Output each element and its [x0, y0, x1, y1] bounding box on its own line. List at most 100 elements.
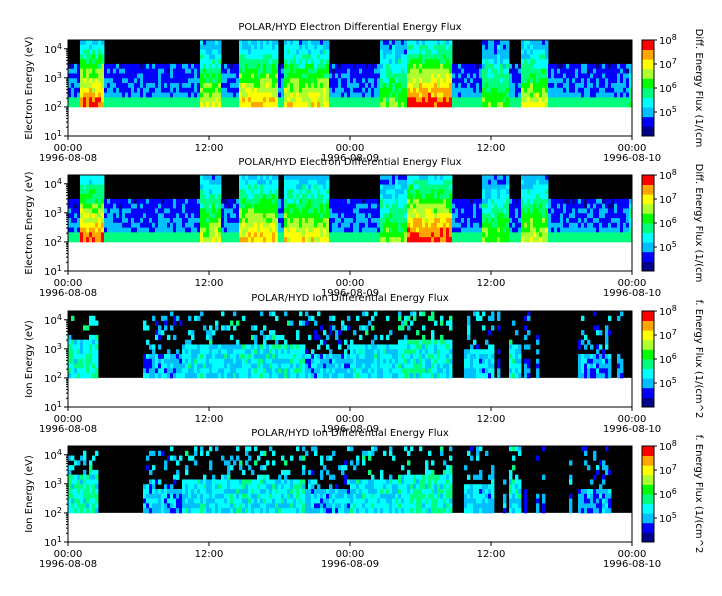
spectrogram-cell [272, 213, 275, 218]
spectrogram-cell [356, 83, 359, 88]
spectrogram-cell [95, 340, 98, 345]
spectrogram-cell [428, 237, 431, 242]
spectrogram-cell [209, 83, 212, 88]
spectrogram-cell [278, 223, 281, 228]
spectrogram-cell [506, 237, 509, 242]
spectrogram-cell [320, 88, 323, 93]
spectrogram-cell [392, 64, 395, 69]
spectrogram-cell [272, 64, 275, 69]
spectrogram-cell [533, 54, 536, 59]
spectrogram-cell [491, 232, 494, 237]
spectrogram-cell [407, 208, 410, 213]
spectrogram-cell [71, 354, 74, 359]
spectrogram-cell [575, 102, 578, 107]
spectrogram-cell [407, 218, 410, 223]
spectrogram-cell [329, 69, 332, 74]
spectrogram-cell [233, 228, 236, 233]
spectrogram-cell [221, 228, 224, 233]
spectrogram-cell [86, 354, 89, 359]
spectrogram-cell [173, 354, 176, 359]
spectrogram-cell [320, 73, 323, 78]
spectrogram-cell [542, 175, 545, 180]
spectrogram-cell [545, 83, 548, 88]
spectrogram-cell [464, 97, 467, 102]
spectrogram-cell [356, 223, 359, 228]
spectrogram-cell [428, 93, 431, 98]
spectrogram-cell [572, 102, 575, 107]
spectrogram-cell [260, 73, 263, 78]
spectrogram-cell [110, 208, 113, 213]
spectrogram-cell [593, 223, 596, 228]
spectrogram-cell [446, 237, 449, 242]
spectrogram-cell [302, 237, 305, 242]
spectrogram-cell [533, 69, 536, 74]
spectrogram-cell [140, 73, 143, 78]
spectrogram-cell [416, 54, 419, 59]
spectrogram-cell [374, 228, 377, 233]
spectrogram-cell [98, 189, 101, 194]
spectrogram-cell [422, 208, 425, 213]
spectrogram-cell [368, 218, 371, 223]
spectrogram-cell [509, 237, 512, 242]
spectrogram-cell [608, 83, 611, 88]
spectrogram-cell [401, 83, 404, 88]
spectrogram-cell [605, 93, 608, 98]
spectrogram-cell [89, 237, 92, 242]
spectrogram-cell [257, 185, 260, 190]
spectrogram-cell [212, 189, 215, 194]
spectrogram-cell [611, 69, 614, 74]
spectrogram-cell [296, 175, 299, 180]
spectrogram-cell [83, 349, 86, 354]
spectrogram-cell [299, 40, 302, 45]
spectrogram-cell [332, 93, 335, 98]
spectrogram-cell [191, 199, 194, 204]
spectrogram-cell [455, 204, 458, 209]
spectrogram-cell [149, 373, 152, 378]
spectrogram-cell [296, 228, 299, 233]
spectrogram-cell [359, 97, 362, 102]
spectrogram-cell [602, 97, 605, 102]
spectrogram-cell [80, 354, 83, 359]
spectrogram-cell [287, 40, 290, 45]
spectrogram-cell [512, 73, 515, 78]
spectrogram-cell [419, 97, 422, 102]
spectrogram-cell [182, 237, 185, 242]
spectrogram-cell [254, 373, 257, 378]
spectrogram-cell [119, 213, 122, 218]
spectrogram-cell [80, 59, 83, 64]
spectrogram-cell [608, 208, 611, 213]
spectrogram-cell [89, 213, 92, 218]
spectrogram-cell [224, 88, 227, 93]
spectrogram-cell [503, 78, 506, 83]
spectrogram-cell [266, 50, 269, 55]
spectrogram-cell [497, 213, 500, 218]
spectrogram-cell [80, 83, 83, 88]
spectrogram-cell [233, 83, 236, 88]
spectrogram-cell [296, 223, 299, 228]
spectrogram-cell [494, 223, 497, 228]
spectrogram-cell [203, 359, 206, 364]
spectrogram-cell [146, 97, 149, 102]
spectrogram-cell [191, 102, 194, 107]
spectrogram-cell [122, 199, 125, 204]
spectrogram-cell [290, 50, 293, 55]
spectrogram-cell [179, 73, 182, 78]
spectrogram-cell [389, 54, 392, 59]
spectrogram-cell [149, 88, 152, 93]
spectrogram-cell [314, 208, 317, 213]
spectrogram-cell [212, 237, 215, 242]
spectrogram-cell [230, 73, 233, 78]
spectrogram-cell [311, 83, 314, 88]
spectrogram-cell [497, 175, 500, 180]
spectrogram-cell [254, 180, 257, 185]
spectrogram-cell [485, 45, 488, 50]
spectrogram-cell [215, 213, 218, 218]
spectrogram-cell [311, 223, 314, 228]
spectrogram-cell [95, 204, 98, 209]
spectrogram-cell [176, 83, 179, 88]
spectrogram-cell [299, 64, 302, 69]
spectrogram-cell [167, 93, 170, 98]
spectrogram-cell [506, 180, 509, 185]
spectrogram-cell [317, 189, 320, 194]
spectrogram-cell [491, 204, 494, 209]
